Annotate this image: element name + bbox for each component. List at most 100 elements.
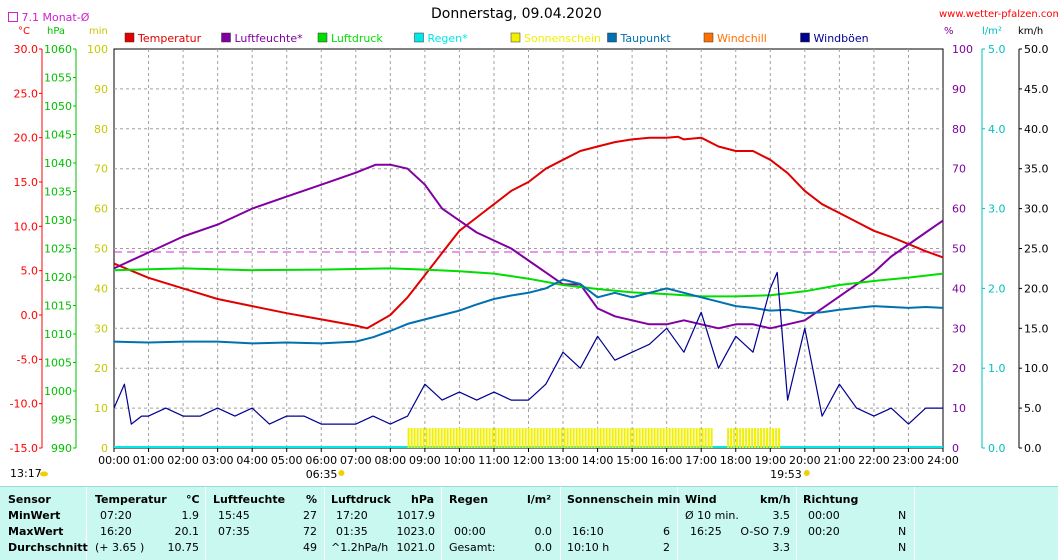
- sunshine-tick-label: 0: [101, 442, 108, 455]
- sunshine-bar: [464, 428, 467, 448]
- sunshine-bar: [455, 428, 458, 448]
- sunshine-bar: [521, 428, 524, 448]
- sunshine-bar: [497, 428, 500, 448]
- chart-axes: 00:00 01:00 02:00 03:00 04:00 05:00 06:00 07:00…: [10, 32, 1049, 481]
- temp-tick-label: 10.0: [14, 220, 39, 233]
- site-link[interactable]: www.wetter-pfalzen.com: [939, 9, 1058, 20]
- sunshine-bar: [662, 428, 665, 448]
- sunshine-bar: [775, 428, 778, 448]
- sunshine-tick-label: 20: [94, 362, 108, 375]
- rain-header: Regen: [449, 493, 489, 506]
- sunshine-bar: [461, 428, 464, 448]
- temp-max-value: 20.1: [174, 525, 200, 538]
- monthly-avg-text: 7.1 Monat-Ø: [21, 11, 90, 24]
- sunshine-bar: [727, 428, 730, 448]
- x-tick-label: 19:00: [754, 454, 786, 467]
- pressure-tick-label: 1000: [44, 385, 72, 398]
- legend-label: Regen*: [428, 32, 469, 45]
- sunshine-bar: [470, 428, 473, 448]
- sunshine-bar: [590, 428, 593, 448]
- sunshine-bar: [419, 428, 422, 448]
- sunset-icon: [803, 470, 810, 476]
- sunshine-bar: [754, 428, 757, 448]
- wind-unit: km/h: [760, 493, 791, 506]
- sunshine-bar: [407, 428, 410, 448]
- x-tick-label: 13:00: [547, 454, 579, 467]
- humidity-tick-label: 100: [952, 43, 973, 56]
- sunshine-bar: [515, 428, 518, 448]
- sunshine-bar: [566, 428, 569, 448]
- x-tick-label: 00:00: [98, 454, 130, 467]
- sunshine-bar: [659, 428, 662, 448]
- humidity-max-value: 72: [303, 525, 317, 538]
- wind-max-time: 16:25: [690, 525, 722, 538]
- x-tick-label: 12:00: [513, 454, 545, 467]
- temp-unit: °C: [186, 493, 200, 506]
- sunshine-bar: [509, 428, 512, 448]
- sunshine-bar: [683, 428, 686, 448]
- sunshine-bar: [542, 428, 545, 448]
- sunshine-bar: [488, 428, 491, 448]
- sunshine-bar: [623, 428, 626, 448]
- sunshine-bar: [605, 428, 608, 448]
- pressure-max-value: 1023.0: [396, 525, 436, 538]
- sunshine-bar: [736, 428, 739, 448]
- sunshine-bar: [647, 428, 650, 448]
- humidity-tick-label: 80: [952, 123, 966, 136]
- sunshine-bar: [494, 428, 497, 448]
- sunshine-bar: [434, 428, 437, 448]
- x-tick-label: 05:00: [271, 454, 303, 467]
- pressure-trend: ^1.2hPa/h: [331, 541, 389, 554]
- sunshine-bar: [695, 428, 698, 448]
- temp-tick-label: 5.0: [21, 265, 39, 278]
- pressure-tick-label: 1040: [44, 157, 72, 170]
- rain-tick-label: 1.0: [988, 362, 1006, 375]
- unit-kmh: km/h: [1018, 26, 1044, 37]
- sun-total-duration: 10:10 h: [567, 541, 610, 554]
- sunshine-bar: [533, 428, 536, 448]
- sunshine-bar: [587, 428, 590, 448]
- x-tick-label: 01:00: [133, 454, 165, 467]
- sunshine-bar: [742, 428, 745, 448]
- legend-label: Windchill: [717, 32, 767, 45]
- humidity-max-time: 07:35: [218, 525, 250, 538]
- x-tick-label: 23:00: [893, 454, 925, 467]
- pressure-tick-label: 1005: [44, 357, 72, 370]
- sunrise-time: 06:35: [306, 468, 338, 481]
- direction-max-time: 00:20: [808, 525, 840, 538]
- humidity-tick-label: 50: [952, 243, 966, 256]
- sunshine-bar: [745, 428, 748, 448]
- sunshine-bar: [766, 428, 769, 448]
- sunshine-bar: [545, 428, 548, 448]
- temp-max-time: 16:20: [100, 525, 132, 538]
- sunshine-bar: [674, 428, 677, 448]
- sunshine-bar: [629, 428, 632, 448]
- x-tick-label: 15:00: [616, 454, 648, 467]
- pressure-tick-label: 1055: [44, 72, 72, 85]
- legend-swatch: [221, 32, 231, 43]
- legend-label: Sonnenschein: [524, 32, 601, 45]
- legend-swatch: [317, 32, 328, 43]
- sunshine-bar: [416, 428, 419, 448]
- temp-min-value: 1.9: [181, 509, 200, 522]
- sunshine-bar: [620, 428, 623, 448]
- legend-swatch: [510, 32, 521, 43]
- legend-swatch: [607, 32, 617, 43]
- temp-tick-label: 0.0: [21, 309, 39, 322]
- temp-tick-label: -10.0: [10, 398, 38, 411]
- sunshine-bar: [641, 428, 644, 448]
- legend-swatch: [124, 32, 135, 43]
- humidity-tick-label: 10: [952, 402, 966, 415]
- humidity-tick-label: 20: [952, 362, 966, 375]
- sunshine-bar: [710, 428, 713, 448]
- sunshine-bar: [524, 428, 527, 448]
- sunshine-bar: [569, 428, 572, 448]
- pressure-tick-label: 1050: [44, 100, 72, 113]
- sunshine-tick-label: 100: [87, 43, 108, 56]
- rain-unit: l/m²: [527, 493, 552, 506]
- sunshine-bar: [536, 428, 539, 448]
- temp-min-time: 07:20: [100, 509, 132, 522]
- sunshine-bar: [479, 428, 482, 448]
- sunshine-tick-label: 30: [94, 322, 108, 335]
- sunshine-bar: [656, 428, 659, 448]
